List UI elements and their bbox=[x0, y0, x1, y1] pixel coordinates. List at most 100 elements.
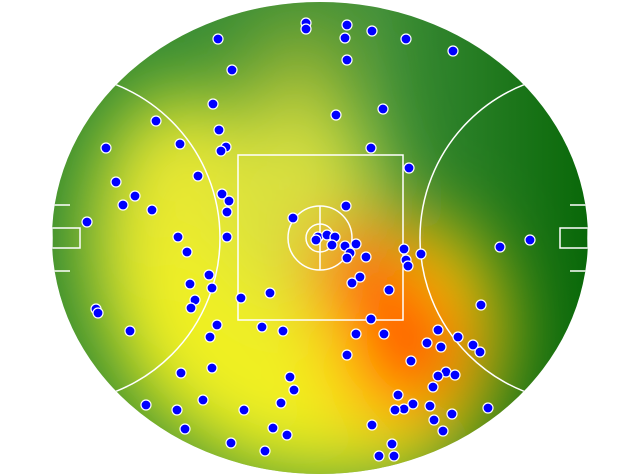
player-point bbox=[197, 394, 209, 406]
player-point bbox=[174, 138, 186, 150]
player-point bbox=[203, 269, 215, 281]
player-point bbox=[437, 425, 449, 437]
player-point bbox=[377, 103, 389, 115]
player-point bbox=[435, 341, 447, 353]
player-point bbox=[447, 45, 459, 57]
player-point bbox=[213, 124, 225, 136]
player-point bbox=[398, 243, 410, 255]
player-point bbox=[225, 437, 237, 449]
player-point bbox=[339, 32, 351, 44]
player-point bbox=[341, 252, 353, 264]
player-point bbox=[366, 25, 378, 37]
player-point bbox=[482, 402, 494, 414]
player-point bbox=[446, 408, 458, 420]
player-point bbox=[81, 216, 93, 228]
player-point bbox=[221, 231, 233, 243]
player-point bbox=[386, 438, 398, 450]
player-point bbox=[428, 414, 440, 426]
player-point bbox=[365, 142, 377, 154]
player-point bbox=[494, 241, 506, 253]
player-point bbox=[216, 188, 228, 200]
player-point bbox=[449, 369, 461, 381]
player-point bbox=[340, 200, 352, 212]
player-point bbox=[259, 445, 271, 457]
player-point bbox=[378, 328, 390, 340]
player-point bbox=[124, 325, 136, 337]
player-point bbox=[140, 399, 152, 411]
player-point bbox=[467, 339, 479, 351]
player-point bbox=[211, 319, 223, 331]
player-point bbox=[346, 277, 358, 289]
player-point bbox=[524, 234, 536, 246]
player-point bbox=[110, 176, 122, 188]
player-point bbox=[277, 325, 289, 337]
player-point bbox=[427, 381, 439, 393]
player-point bbox=[207, 98, 219, 110]
player-point bbox=[400, 33, 412, 45]
player-point bbox=[185, 302, 197, 314]
player-point bbox=[389, 404, 401, 416]
player-point bbox=[405, 355, 417, 367]
player-point bbox=[350, 238, 362, 250]
player-point bbox=[221, 206, 233, 218]
player-point bbox=[388, 450, 400, 462]
player-point bbox=[256, 321, 268, 333]
player-point bbox=[288, 384, 300, 396]
player-point bbox=[235, 292, 247, 304]
player-point bbox=[350, 328, 362, 340]
player-point bbox=[341, 349, 353, 361]
player-point bbox=[365, 313, 377, 325]
player-point bbox=[284, 371, 296, 383]
player-point bbox=[287, 212, 299, 224]
player-point bbox=[474, 346, 486, 358]
player-point bbox=[100, 142, 112, 154]
player-point bbox=[226, 64, 238, 76]
player-point bbox=[172, 231, 184, 243]
player-point bbox=[267, 422, 279, 434]
player-point bbox=[403, 162, 415, 174]
player-point bbox=[360, 251, 372, 263]
player-point bbox=[424, 400, 436, 412]
player-point bbox=[310, 234, 322, 246]
player-point bbox=[475, 299, 487, 311]
player-point bbox=[326, 239, 338, 251]
player-point bbox=[206, 282, 218, 294]
player-point bbox=[452, 331, 464, 343]
player-point bbox=[264, 287, 276, 299]
player-point bbox=[354, 271, 366, 283]
player-point bbox=[179, 423, 191, 435]
player-point bbox=[300, 23, 312, 35]
player-point bbox=[341, 54, 353, 66]
player-point bbox=[212, 33, 224, 45]
player-point bbox=[366, 419, 378, 431]
player-point bbox=[402, 260, 414, 272]
player-point bbox=[192, 170, 204, 182]
player-point bbox=[204, 331, 216, 343]
player-point bbox=[415, 248, 427, 260]
player-point bbox=[383, 284, 395, 296]
player-point bbox=[341, 19, 353, 31]
player-point bbox=[223, 195, 235, 207]
player-point bbox=[181, 246, 193, 258]
player-point bbox=[215, 145, 227, 157]
player-point bbox=[146, 204, 158, 216]
player-point bbox=[275, 397, 287, 409]
player-point bbox=[330, 109, 342, 121]
player-point bbox=[432, 370, 444, 382]
player-point bbox=[206, 362, 218, 374]
player-point bbox=[432, 324, 444, 336]
player-point bbox=[373, 450, 385, 462]
player-point bbox=[171, 404, 183, 416]
player-point bbox=[117, 199, 129, 211]
player-point bbox=[421, 337, 433, 349]
player-point bbox=[150, 115, 162, 127]
player-point bbox=[281, 429, 293, 441]
player-point bbox=[175, 367, 187, 379]
player-point bbox=[392, 389, 404, 401]
player-point bbox=[238, 404, 250, 416]
player-point bbox=[407, 398, 419, 410]
player-point bbox=[92, 307, 104, 319]
player-point bbox=[129, 190, 141, 202]
player-point bbox=[184, 278, 196, 290]
